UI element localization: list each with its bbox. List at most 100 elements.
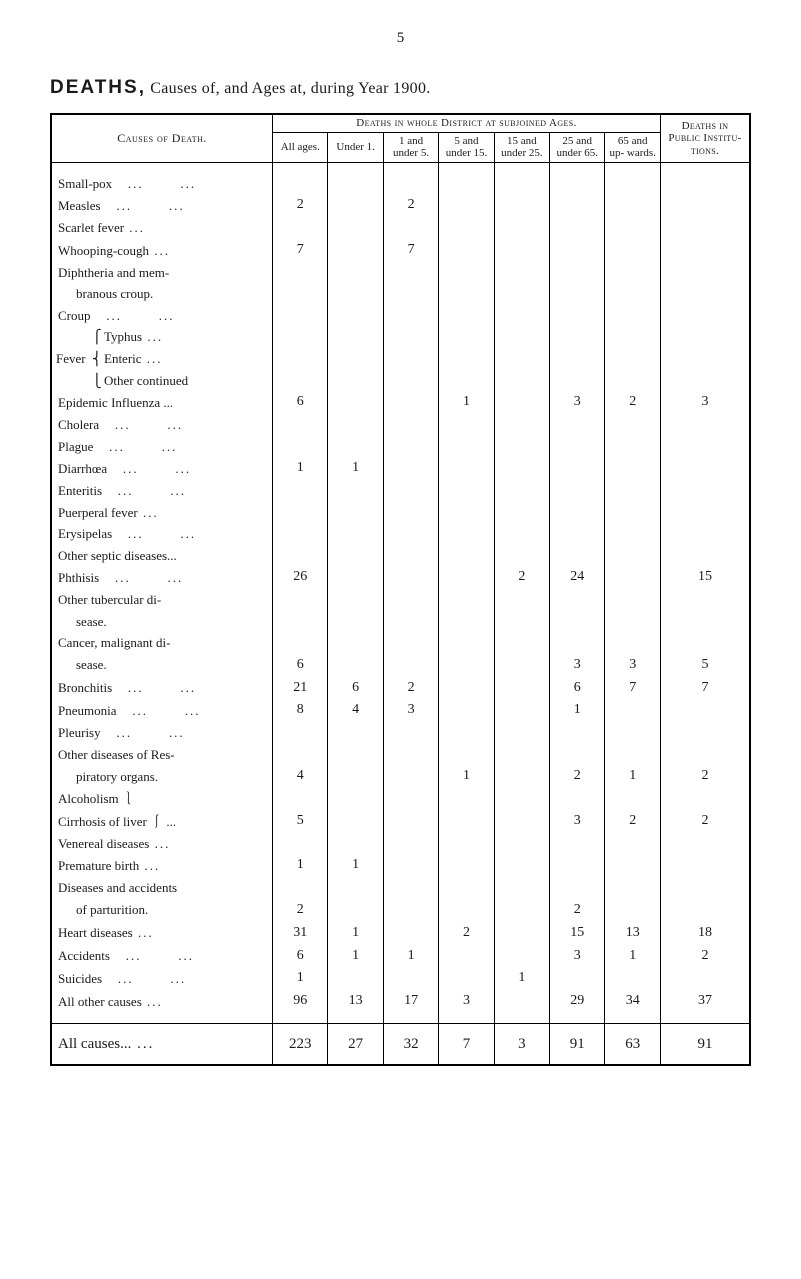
cell-c5 bbox=[439, 677, 494, 700]
cell-c5 bbox=[439, 502, 494, 524]
cause-label: sease. bbox=[51, 654, 273, 677]
table-row: Diphtheria and mem- bbox=[51, 262, 750, 284]
cause-label: ⎧ Typhus bbox=[51, 326, 273, 348]
cell-c15 bbox=[494, 744, 549, 766]
cell-c1: 32 bbox=[383, 1024, 438, 1066]
cell-c65 bbox=[605, 899, 661, 922]
cell-c15 bbox=[494, 414, 549, 436]
cell-pub bbox=[660, 457, 750, 480]
cause-label: All causes... bbox=[51, 1024, 273, 1066]
cell-pub: 7 bbox=[660, 677, 750, 700]
table-row: Scarlet fever bbox=[51, 217, 750, 239]
table-row: Diarrhœa11 bbox=[51, 457, 750, 480]
table-row: branous croup. bbox=[51, 283, 750, 305]
cell-all: 2 bbox=[273, 194, 328, 217]
cell-c65: 2 bbox=[605, 810, 661, 833]
cell-u1 bbox=[328, 654, 383, 677]
cell-c65 bbox=[605, 523, 661, 545]
hdr-65-up: 65 and up- wards. bbox=[605, 132, 661, 162]
cell-u1 bbox=[328, 632, 383, 654]
cell-c65 bbox=[605, 744, 661, 766]
cell-all bbox=[273, 217, 328, 239]
cell-c25: 3 bbox=[550, 391, 605, 414]
table-row: sease. bbox=[51, 611, 750, 633]
cell-all bbox=[273, 480, 328, 502]
cell-c15 bbox=[494, 457, 549, 480]
cell-c15 bbox=[494, 217, 549, 239]
cell-c1 bbox=[383, 436, 438, 458]
cell-c15 bbox=[494, 632, 549, 654]
cause-label: Croup bbox=[51, 305, 273, 327]
cell-c65 bbox=[605, 632, 661, 654]
cell-c65 bbox=[605, 566, 661, 589]
table-row: sease.6335 bbox=[51, 654, 750, 677]
cell-pub: 91 bbox=[660, 1024, 750, 1066]
table-row: Cholera bbox=[51, 414, 750, 436]
cell-c65: 1 bbox=[605, 765, 661, 788]
table-row: Venereal diseases bbox=[51, 833, 750, 855]
cell-pub: 5 bbox=[660, 654, 750, 677]
cell-c5 bbox=[439, 654, 494, 677]
cause-label: Plague bbox=[51, 436, 273, 458]
cell-c5 bbox=[439, 589, 494, 611]
cell-c1 bbox=[383, 566, 438, 589]
cell-c15 bbox=[494, 699, 549, 722]
cell-pub bbox=[660, 589, 750, 611]
cell-c15 bbox=[494, 391, 549, 414]
cell-c15 bbox=[494, 589, 549, 611]
cell-pub bbox=[660, 305, 750, 327]
cell-c25 bbox=[550, 854, 605, 877]
cell-c65: 3 bbox=[605, 654, 661, 677]
cell-c1 bbox=[383, 217, 438, 239]
cell-all bbox=[273, 545, 328, 567]
cell-c65 bbox=[605, 326, 661, 348]
cell-c25: 24 bbox=[550, 566, 605, 589]
cell-c15 bbox=[494, 722, 549, 744]
cell-c15 bbox=[494, 899, 549, 922]
cell-c5 bbox=[439, 436, 494, 458]
cell-pub bbox=[660, 262, 750, 284]
cell-u1: 1 bbox=[328, 457, 383, 480]
cell-c5 bbox=[439, 632, 494, 654]
cell-c5 bbox=[439, 744, 494, 766]
cell-all: 6 bbox=[273, 945, 328, 968]
cell-c1 bbox=[383, 744, 438, 766]
cell-c15: 2 bbox=[494, 566, 549, 589]
cell-c65 bbox=[605, 239, 661, 262]
cell-pub: 15 bbox=[660, 566, 750, 589]
title-rest: Causes of, and Ages at, during Year 1900… bbox=[146, 80, 431, 97]
cell-c15 bbox=[494, 239, 549, 262]
cell-c1 bbox=[383, 722, 438, 744]
cell-c65: 13 bbox=[605, 922, 661, 945]
cell-c1 bbox=[383, 589, 438, 611]
cell-c5 bbox=[439, 810, 494, 833]
cell-u1 bbox=[328, 414, 383, 436]
cause-label: Diseases and accidents bbox=[51, 877, 273, 899]
cell-c5 bbox=[439, 414, 494, 436]
cause-label: Suicides bbox=[51, 967, 273, 990]
cause-label: of parturition. bbox=[51, 899, 273, 922]
cell-u1 bbox=[328, 833, 383, 855]
cell-u1 bbox=[328, 611, 383, 633]
cell-pub bbox=[660, 744, 750, 766]
cell-all bbox=[273, 173, 328, 195]
cell-c15 bbox=[494, 877, 549, 899]
cell-pub bbox=[660, 370, 750, 392]
cell-c25 bbox=[550, 283, 605, 305]
cell-c65 bbox=[605, 854, 661, 877]
cell-c15 bbox=[494, 922, 549, 945]
cell-c5 bbox=[439, 833, 494, 855]
cell-u1 bbox=[328, 722, 383, 744]
table-row: Fever⎨ Enteric bbox=[51, 348, 750, 370]
cell-c1 bbox=[383, 922, 438, 945]
cell-c5: 1 bbox=[439, 765, 494, 788]
cell-c65 bbox=[605, 611, 661, 633]
table-row: Croup bbox=[51, 305, 750, 327]
cell-all: 31 bbox=[273, 922, 328, 945]
cell-c25: 91 bbox=[550, 1024, 605, 1066]
cell-c65: 1 bbox=[605, 945, 661, 968]
cell-c5 bbox=[439, 305, 494, 327]
cell-all: 6 bbox=[273, 391, 328, 414]
cell-c5 bbox=[439, 262, 494, 284]
cell-c15 bbox=[494, 765, 549, 788]
